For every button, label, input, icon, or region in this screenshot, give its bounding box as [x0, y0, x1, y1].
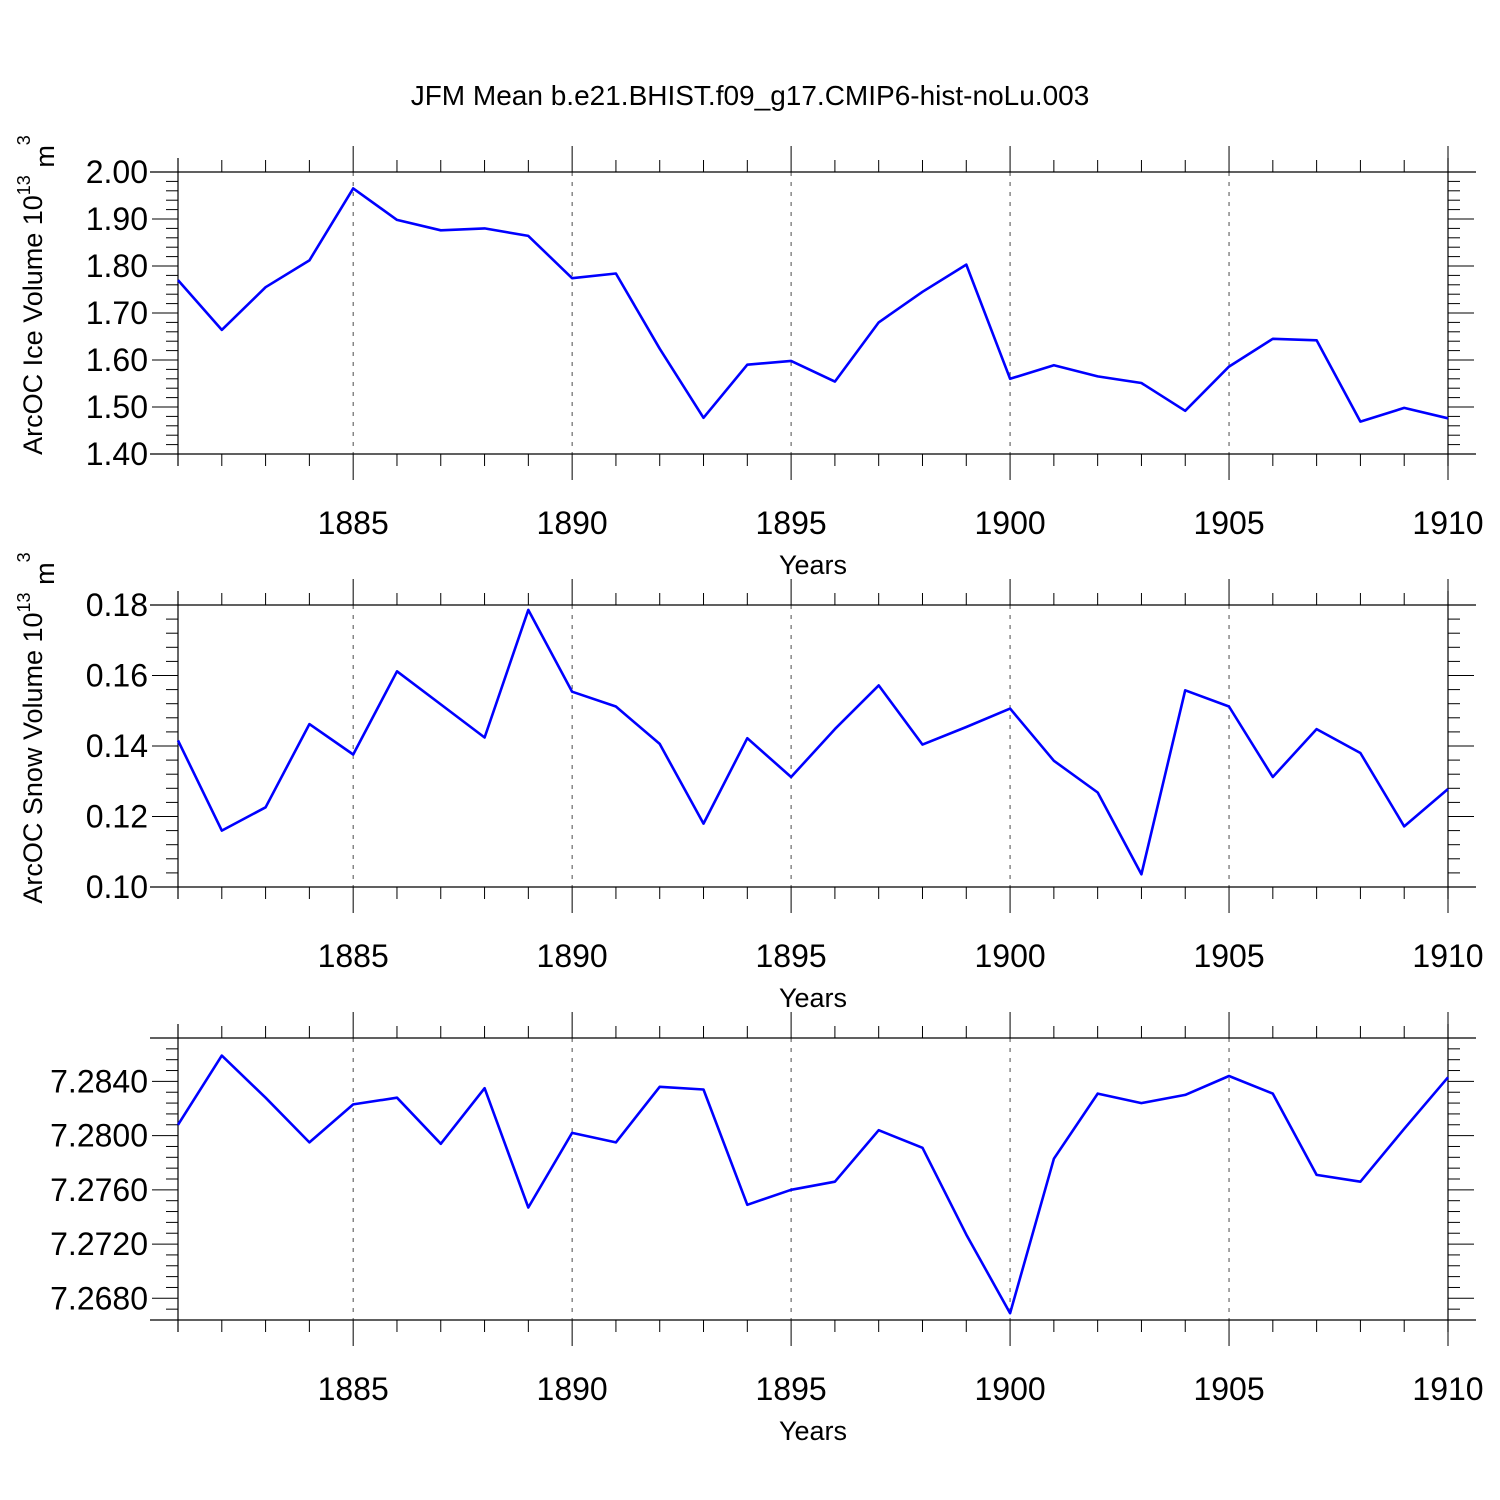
x-axis-label: Years [779, 550, 847, 580]
x-tick-label: 1890 [537, 1371, 608, 1407]
y-axis-label-ylabel-sup: 13 [14, 175, 34, 195]
y-tick-label: 1.60 [86, 342, 148, 378]
y-tick-label: 7.2800 [50, 1118, 148, 1154]
y-tick-label: 7.2720 [50, 1226, 148, 1262]
x-tick-label: 1910 [1412, 938, 1483, 974]
y-tick-label: 1.70 [86, 295, 148, 331]
y-axis-label-ylabel-sup: 13 [14, 592, 34, 612]
chart-title: JFM Mean b.e21.BHIST.f09_g17.CMIP6-hist-… [411, 80, 1090, 111]
y-tick-label: 0.12 [86, 799, 148, 835]
y-tick-label: 1.40 [86, 436, 148, 472]
x-tick-label: 1890 [537, 938, 608, 974]
series-line [176, 1054, 1449, 1315]
y-axis-label: ArcOC Snow Volume 1013 m3 [14, 552, 60, 903]
y-tick-label: 0.10 [86, 869, 148, 905]
x-axis-label: Years [779, 1416, 847, 1446]
series-line [176, 608, 1449, 876]
y-axis-label-ylabel: ArcOC Ice Volume 10 [18, 195, 48, 455]
y-tick-label: 0.16 [86, 658, 148, 694]
y-tick-label: 1.80 [86, 248, 148, 284]
panels: 1885 1890 1895 1900 1905 1910 1.40 1.50 1.60 1.70… [14, 135, 1484, 1446]
y-tick-label: 7.2840 [50, 1063, 148, 1099]
x-tick-label: 1905 [1193, 938, 1264, 974]
x-tick-label: 1895 [756, 938, 827, 974]
y-axis-label-ylabel-unit-sup: 3 [14, 552, 34, 562]
y-axis-label-ylabel-unit: m [30, 562, 60, 592]
x-tick-label: 1895 [756, 505, 827, 541]
x-axis-label: Years [779, 983, 847, 1013]
y-axis-label: ArcOC Ice Volume 1013 m3 [14, 135, 60, 455]
y-axis-label-ylabel: ArcOC Snow Volume 10 [18, 612, 48, 903]
y-tick-label: 7.2760 [50, 1172, 148, 1208]
x-tick-label: 1885 [318, 938, 389, 974]
x-tick-label: 1910 [1412, 505, 1483, 541]
series-line [177, 187, 1449, 423]
x-tick-label: 1890 [537, 505, 608, 541]
y-tick-label: 1.90 [86, 201, 148, 237]
panel-3: 1885 1890 1895 1900 1905 1910 7.2680 7.2720 7.27… [50, 1012, 1484, 1446]
x-tick-label: 1900 [974, 1371, 1045, 1407]
y-tick-label: 1.50 [86, 389, 148, 425]
x-tick-label: 1885 [318, 505, 389, 541]
x-tick-label: 1905 [1193, 1371, 1264, 1407]
x-tick-label: 1900 [974, 505, 1045, 541]
panel-2: 1885 1890 1895 1900 1905 1910 0.10 0.12 0.14 0.16… [14, 552, 1484, 1013]
y-tick-label: 0.18 [86, 587, 148, 623]
x-tick-label: 1905 [1193, 505, 1264, 541]
y-tick-label: 0.14 [86, 728, 148, 764]
x-tick-label: 1895 [756, 1371, 827, 1407]
panel-1: 1885 1890 1895 1900 1905 1910 1.40 1.50 1.60 1.70… [14, 135, 1484, 580]
y-axis-label-ylabel-unit-sup: 3 [14, 135, 34, 145]
y-tick-label: 7.2680 [50, 1280, 148, 1316]
y-tick-label: 2.00 [86, 154, 148, 190]
x-tick-label: 1900 [974, 938, 1045, 974]
x-tick-label: 1910 [1412, 1371, 1483, 1407]
x-tick-label: 1885 [318, 1371, 389, 1407]
y-axis-label-ylabel-unit: m [30, 145, 60, 175]
